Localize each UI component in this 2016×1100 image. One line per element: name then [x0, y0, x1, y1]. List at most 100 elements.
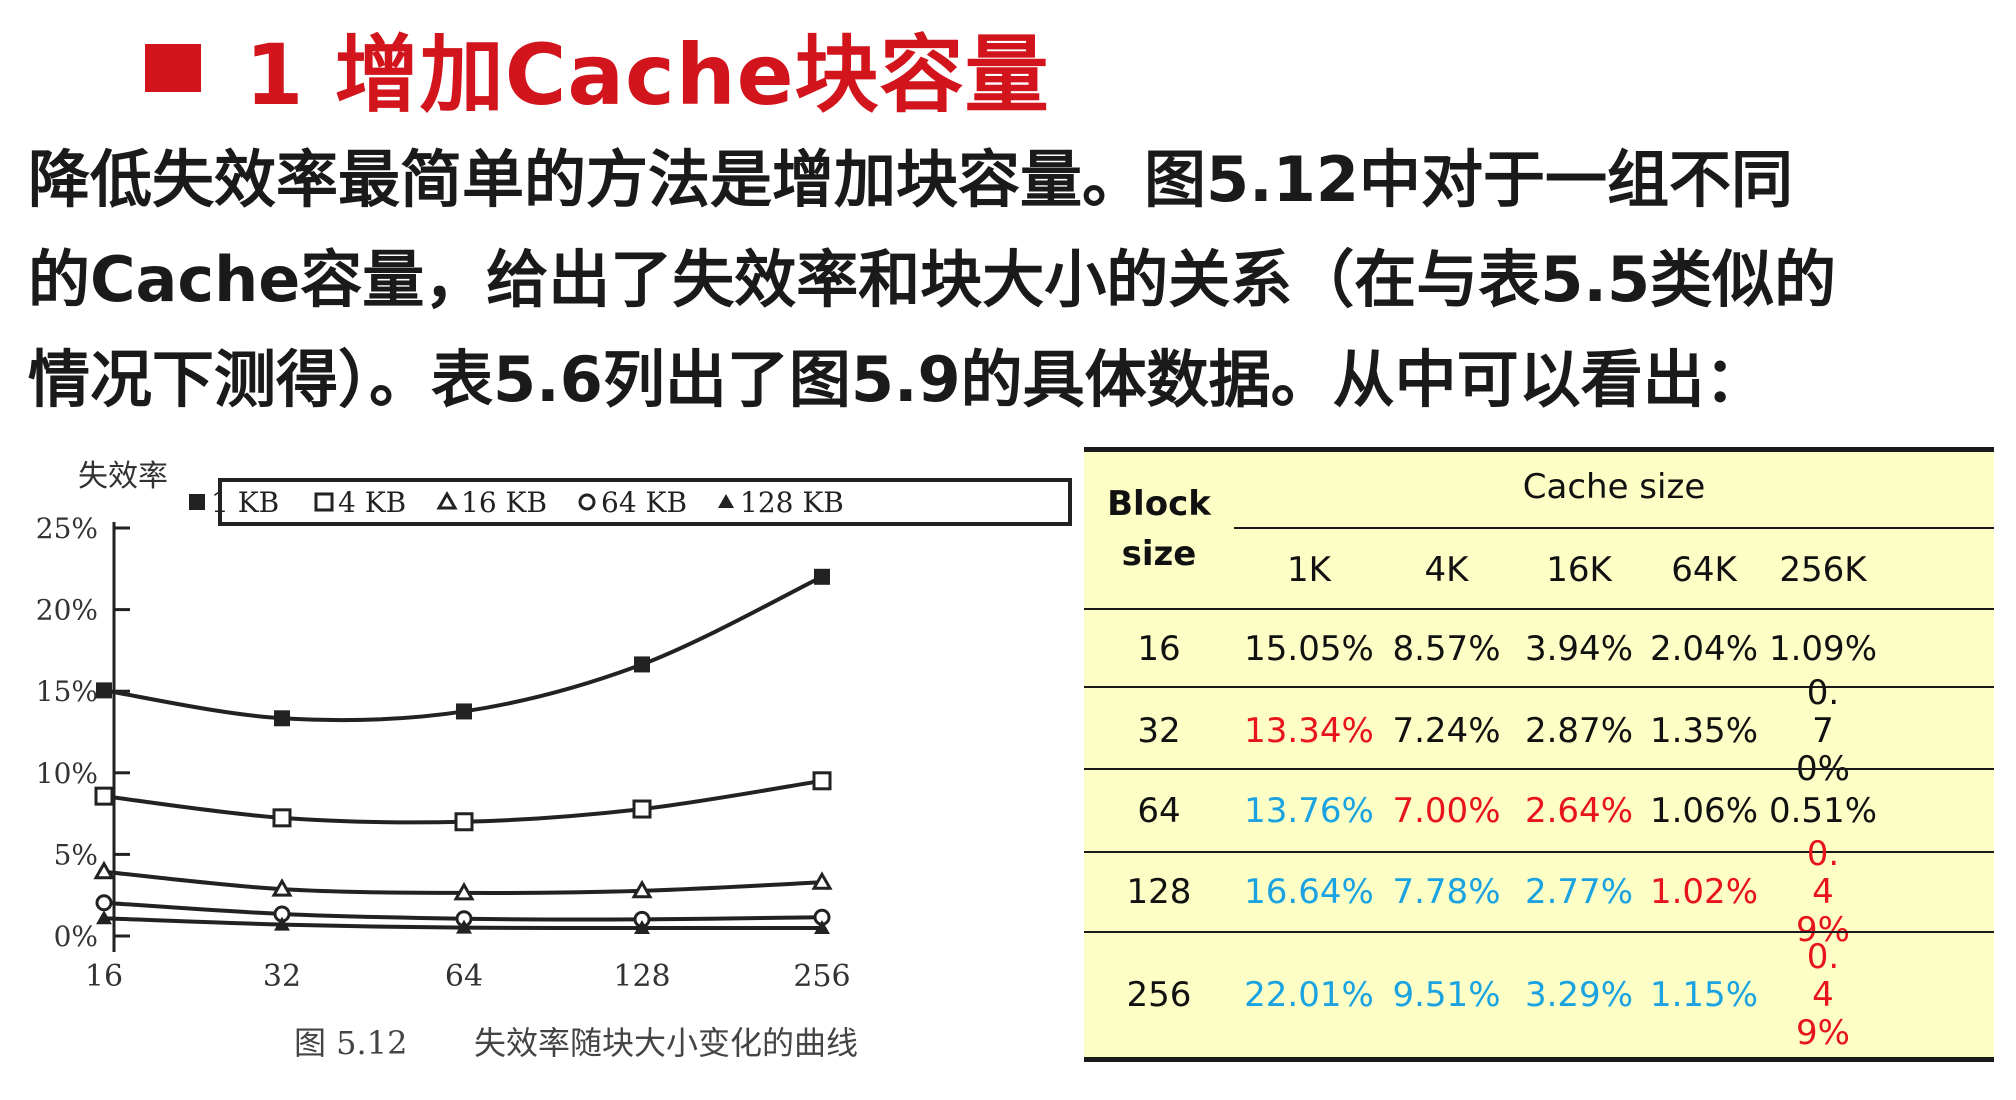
table-cell: 1.15% — [1649, 974, 1758, 1015]
table-row-block-size: 256 — [1126, 974, 1192, 1015]
series-line-1kb — [103, 574, 823, 723]
x-tick-label: 128 — [613, 959, 670, 994]
table-cell: 2.77% — [1524, 872, 1633, 912]
body-paragraph: 降低失效率最简单的方法是增加块容量。图5.12中对于一组不同 的Cache容量，… — [28, 130, 2003, 430]
legend-marker-icon — [436, 490, 458, 510]
chart-legend-box — [218, 478, 1072, 526]
table-cell: 1.02% — [1649, 872, 1758, 912]
data-point-4kb — [454, 812, 474, 832]
table-cell: 1.06% — [1649, 790, 1758, 831]
table-col-header: 64K — [1671, 549, 1737, 590]
chart-legend: 1 KB 4 KB 16 KB 64 KB 128 KB — [189, 486, 844, 519]
paragraph-line: 情况下测得）。表5.6列出了图5.9的具体数据。从中可以看出： — [28, 343, 1767, 416]
table-cell: 13.76% — [1244, 790, 1374, 831]
data-point-16kb — [271, 878, 293, 897]
table-subheader-rule — [1234, 527, 1994, 529]
table-cell: 0.51% — [1768, 790, 1877, 831]
table-cell: 7.00% — [1392, 790, 1501, 831]
table-cell: 9.51% — [1392, 974, 1501, 1015]
table-cell: 3.29% — [1524, 974, 1633, 1015]
data-point-4kb — [812, 771, 832, 791]
table-cell: 0.49% — [1796, 936, 1850, 1053]
table-cell: 2.64% — [1524, 790, 1633, 831]
chart-caption-text: 失效率随块大小变化的曲线 — [474, 1024, 858, 1062]
table-row-block-size: 32 — [1137, 710, 1181, 751]
data-point-1kb — [456, 703, 472, 720]
table-col-header: 16K — [1546, 549, 1612, 590]
x-tick-label: 32 — [263, 959, 301, 994]
data-point-128kb — [634, 920, 650, 935]
table-cell: 0.70% — [1796, 672, 1850, 789]
y-tick-label: 10% — [36, 757, 98, 790]
data-point-1kb — [96, 682, 112, 699]
table-cell: 1.09% — [1768, 628, 1877, 669]
table-cell: 15.05% — [1244, 628, 1374, 669]
data-point-4kb — [272, 808, 292, 828]
y-tick-label: 15% — [36, 675, 98, 708]
legend-label: 1 KB — [211, 486, 279, 519]
data-point-128kb — [456, 919, 472, 934]
miss-rate-chart: 失效率 1 KB 4 KB 16 KB 64 KB 128 KB 0% 5% 10% 15% 2… — [14, 456, 1074, 1096]
legend-marker-icon — [578, 493, 596, 511]
table-row-block-size: 16 — [1137, 628, 1181, 669]
table-cell: 3.94% — [1524, 628, 1633, 669]
table-cell: 16.64% — [1244, 872, 1374, 912]
data-point-128kb — [814, 920, 830, 935]
table-cell: 0.49% — [1796, 834, 1850, 950]
title-bullet-square — [145, 44, 201, 92]
data-point-4kb — [94, 786, 114, 806]
legend-label: 64 KB — [601, 486, 687, 519]
paragraph-line: 的Cache容量，给出了失效率和块大小的关系（在与表5.5类似的 — [28, 243, 1837, 316]
data-point-1kb — [814, 568, 830, 585]
miss-rate-table: Block size Cache size 1K 4K 16K 64K 256K 16 15… — [1084, 447, 1994, 1062]
legend-label: 4 KB — [338, 486, 406, 519]
table-row-divider — [1084, 931, 1994, 933]
table-header-rule — [1084, 608, 1994, 610]
table-col-header: 256K — [1779, 549, 1867, 590]
chart-ylabel: 失效率 — [78, 459, 168, 494]
data-point-64kb — [95, 894, 113, 912]
legend-marker-icon — [718, 494, 734, 508]
data-point-1kb — [274, 710, 290, 727]
table-top-border — [1084, 447, 1994, 452]
x-tick-label: 16 — [85, 959, 123, 994]
paragraph-line: 降低失效率最简单的方法是增加块容量。图5.12中对于一组不同 — [28, 143, 1793, 216]
table-col-header: 4K — [1424, 549, 1469, 590]
data-point-128kb — [96, 910, 112, 925]
data-point-16kb — [631, 879, 653, 899]
legend-marker-icon — [314, 492, 334, 512]
table-row-block-size: 128 — [1126, 872, 1192, 912]
data-point-128kb — [274, 916, 290, 931]
table-cell: 1.35% — [1649, 710, 1758, 751]
chart-y-ticks: 0% 5% 10% 15% 20% 25% — [36, 512, 130, 953]
miss-rate-table-grid: Block size Cache size 1K 4K 16K 64K 256K 16 15… — [1084, 447, 1994, 1062]
table-bottom-border — [1084, 1057, 1994, 1062]
chart-caption-number: 图 5.12 — [294, 1024, 407, 1062]
table-row-divider — [1084, 768, 1994, 770]
data-point-16kb — [93, 860, 115, 880]
title-text: 1 增加Cache块容量 — [245, 8, 1050, 129]
table-row-divider — [1084, 851, 1994, 853]
table-cell: 7.78% — [1392, 872, 1501, 912]
slide-title: 1 增加Cache块容量 — [145, 18, 1050, 124]
table-row-header: Block size — [1084, 447, 1234, 610]
table-cell: 2.87% — [1524, 710, 1633, 751]
y-tick-label: 20% — [36, 594, 98, 627]
y-tick-label: 25% — [36, 512, 98, 545]
chart-series — [93, 568, 833, 935]
miss-rate-chart-svg: 失效率 1 KB 4 KB 16 KB 64 KB 128 KB 0% 5% 10% 15% 2… — [36, 459, 1072, 1062]
chart-x-ticks: 16 32 64 128 256 — [85, 959, 851, 994]
data-point-16kb — [453, 881, 475, 901]
legend-label: 16 KB — [461, 486, 547, 519]
title-number: 1 — [245, 25, 305, 124]
data-point-16kb — [811, 871, 833, 890]
y-tick-label: 0% — [54, 920, 98, 953]
table-cell: 2.04% — [1649, 628, 1758, 669]
table-cell: 13.34% — [1244, 710, 1374, 751]
title-label: 增加Cache块容量 — [334, 25, 1050, 124]
table-row-block-size: 64 — [1137, 790, 1181, 831]
legend-marker-icon — [189, 494, 205, 510]
data-point-4kb — [632, 799, 652, 819]
table-cell: 7.24% — [1392, 710, 1501, 751]
table-col-group-header: Cache size — [1522, 467, 1706, 507]
